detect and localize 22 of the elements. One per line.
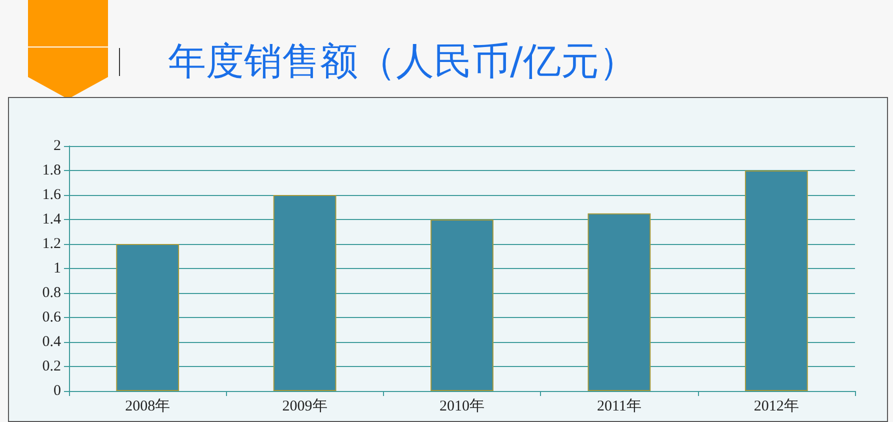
y-tick-label: 0.8 <box>42 285 61 301</box>
y-tick-label: 1 <box>54 260 61 276</box>
x-tick-label: 2012年 <box>754 398 799 414</box>
y-tick-label: 1.4 <box>42 212 62 228</box>
y-tick-label: 0.2 <box>42 358 61 374</box>
x-tick-label: 2010年 <box>440 398 484 414</box>
y-tick-label: 0.4 <box>42 334 62 350</box>
y-tick-label: 0.6 <box>42 310 62 326</box>
bar <box>430 220 494 391</box>
y-tick-label: 1.8 <box>42 162 61 178</box>
bar <box>273 195 336 391</box>
y-tick-label: 0 <box>54 383 61 399</box>
y-tick-label: 1.6 <box>42 187 62 203</box>
bar <box>744 170 808 391</box>
y-tick-label: 2 <box>54 138 61 154</box>
bar <box>588 213 651 391</box>
bar <box>116 244 180 391</box>
x-tick-label: 2008年 <box>125 398 170 414</box>
chart-title: 年度销售额（人民币/亿元） <box>168 38 637 85</box>
x-tick-label: 2009年 <box>282 398 328 414</box>
y-tick-label: 1.2 <box>42 236 61 252</box>
x-tick-label: 2011年 <box>596 398 642 414</box>
